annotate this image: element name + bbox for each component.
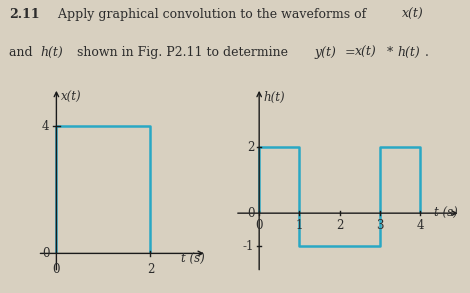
Text: y(t): y(t) (315, 46, 337, 59)
Text: and: and (9, 46, 37, 59)
Text: 3: 3 (376, 219, 384, 232)
Text: h(t): h(t) (263, 91, 285, 104)
Text: 2: 2 (336, 219, 344, 232)
Text: x(t): x(t) (61, 91, 82, 104)
Text: 2: 2 (147, 263, 154, 276)
Text: 0: 0 (255, 219, 263, 232)
Text: 4: 4 (416, 219, 424, 232)
Text: t (s): t (s) (180, 253, 204, 266)
Text: 4: 4 (42, 120, 49, 133)
Text: =: = (341, 46, 360, 59)
Text: 2: 2 (247, 141, 254, 154)
Text: 0: 0 (42, 247, 49, 260)
Text: t (s): t (s) (434, 207, 457, 220)
Text: 0: 0 (53, 263, 60, 276)
Text: -1: -1 (243, 240, 254, 253)
Text: 0: 0 (247, 207, 254, 220)
Text: x(t): x(t) (402, 8, 423, 21)
Text: h(t): h(t) (397, 46, 420, 59)
Text: .: . (425, 46, 429, 59)
Text: *: * (383, 46, 397, 59)
Text: 1: 1 (296, 219, 303, 232)
Text: x(t): x(t) (355, 46, 376, 59)
Text: shown in Fig. P2.11 to determine: shown in Fig. P2.11 to determine (73, 46, 292, 59)
Text: 2.11: 2.11 (9, 8, 40, 21)
Text: h(t): h(t) (40, 46, 63, 59)
Text: Apply graphical convolution to the waveforms of: Apply graphical convolution to the wavef… (54, 8, 370, 21)
